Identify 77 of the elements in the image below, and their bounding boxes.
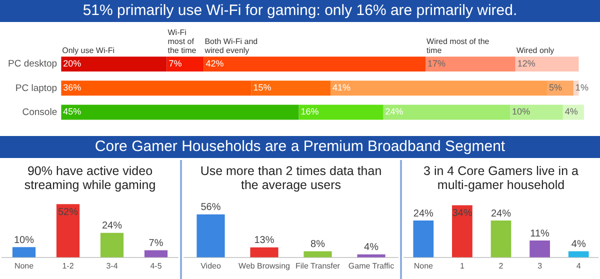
chart-title: 51% primarily use Wi-Fi for gaming: only 16% are primarily wired. <box>0 0 600 22</box>
x-tick-label: None <box>14 261 34 270</box>
data-label: 4% <box>571 239 586 250</box>
bar <box>330 80 548 96</box>
data-label: 12% <box>517 58 536 69</box>
data-label: 10% <box>14 234 34 246</box>
data-label: 1% <box>575 82 588 93</box>
data-label: 24% <box>490 208 512 220</box>
series-label: Wired only <box>516 46 554 55</box>
data-label: 42% <box>206 58 224 69</box>
data-label: 15% <box>253 82 272 93</box>
x-tick-label: File Transfer <box>296 261 340 270</box>
data-label: 17% <box>428 58 446 69</box>
data-label: 8% <box>310 239 326 250</box>
bar <box>568 251 589 258</box>
bar <box>304 251 332 258</box>
chart-title: 3 in 4 Core Gamers live in a multi-gamer household <box>422 163 580 194</box>
y-tick-label: PC desktop <box>8 58 58 70</box>
series-label: Both Wi-Fi and wired evenly <box>204 36 258 55</box>
data-label: 5% <box>549 82 562 93</box>
bar <box>100 232 124 258</box>
data-label: 16% <box>300 106 319 117</box>
data-label: 56% <box>200 202 221 214</box>
bar <box>196 214 225 258</box>
bar <box>426 56 516 72</box>
data-label: 24% <box>385 106 404 117</box>
bar <box>251 80 330 96</box>
data-label: 52% <box>58 206 78 218</box>
bar <box>204 56 426 72</box>
data-label: 4% <box>564 106 578 117</box>
bar <box>61 56 167 72</box>
x-tick-label: Web Browsing <box>238 261 290 270</box>
bar <box>144 250 168 258</box>
bar <box>61 104 299 120</box>
series-label: Wi-Fi most of the time <box>168 28 197 55</box>
data-label: 11% <box>530 228 550 240</box>
bar <box>383 104 510 120</box>
x-tick-label: 1 <box>460 261 465 270</box>
bar <box>250 247 278 258</box>
y-tick-label: PC laptop <box>15 82 58 94</box>
data-label: 13% <box>254 235 274 246</box>
data-label: 45% <box>63 106 82 117</box>
bar <box>166 56 204 72</box>
bar <box>515 56 579 72</box>
data-label: 7% <box>148 238 164 249</box>
x-tick-label: 3-4 <box>106 261 118 270</box>
x-tick-label: None <box>414 261 434 270</box>
bar <box>452 205 472 258</box>
x-tick-label: 3 <box>538 261 543 270</box>
data-label: 24% <box>413 208 434 220</box>
series-label: Wired most of the time <box>426 36 490 55</box>
data-label: 10% <box>512 106 530 117</box>
text: Core Gamer Households are a Premium Broadband Segment <box>0 136 600 158</box>
chart-title: 90% have active video streaming while gaming <box>23 163 157 194</box>
bar <box>413 220 434 258</box>
bar <box>56 204 80 258</box>
x-tick-label: 4-5 <box>150 261 162 270</box>
series-label: Only use Wi-Fi <box>62 46 115 55</box>
x-tick-label: 1-2 <box>62 261 74 270</box>
data-label: 24% <box>102 220 122 232</box>
data-label: 41% <box>332 82 350 93</box>
bar <box>530 240 550 258</box>
x-tick-label: 2 <box>498 261 504 270</box>
data-label: 36% <box>63 82 82 93</box>
data-label: 34% <box>452 208 472 219</box>
y-tick-label: Console <box>22 106 58 118</box>
x-tick-label: 4 <box>576 261 582 270</box>
bar <box>490 220 512 258</box>
bar <box>12 247 36 258</box>
data-label: 7% <box>168 58 182 69</box>
data-label: 20% <box>63 58 82 69</box>
chart-title: Use more than 2 times data than the average users <box>199 163 383 194</box>
x-tick-label: Video <box>200 261 222 270</box>
bar <box>298 104 384 120</box>
x-tick-label: Game Traffic <box>348 261 394 270</box>
data-label: 4% <box>364 242 379 254</box>
bar <box>61 80 252 96</box>
